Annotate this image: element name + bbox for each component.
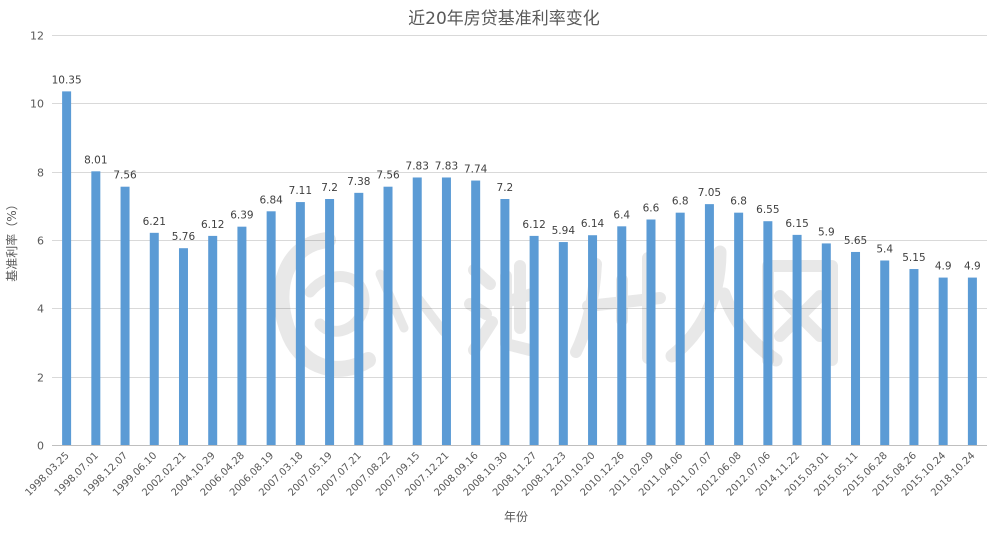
data-label: 7.74 — [464, 164, 488, 176]
data-label: 4.9 — [935, 261, 952, 273]
bar — [646, 219, 656, 445]
bar — [675, 212, 685, 445]
bar — [62, 91, 72, 446]
bar — [471, 180, 481, 446]
data-label: 5.94 — [552, 225, 576, 237]
y-tick-label: 10 — [30, 98, 44, 111]
bar — [178, 248, 188, 445]
data-label: 5.4 — [876, 244, 893, 256]
data-labels: 10.35 8.01 7.56 6.21 5.76 6.12 6.39 6.84 7.11 7.2… — [52, 74, 981, 272]
bars — [62, 91, 977, 446]
data-label: 7.2 — [321, 182, 338, 194]
watermark — [273, 232, 838, 377]
data-label: 6.84 — [259, 194, 283, 206]
bar — [91, 171, 101, 445]
data-label: 5.15 — [902, 252, 925, 264]
data-label: 4.9 — [964, 261, 981, 273]
bar — [967, 277, 977, 445]
data-label: 6.6 — [643, 203, 660, 215]
bar — [441, 177, 451, 446]
bar — [237, 226, 247, 445]
chart-title: 近20年房贷基准利率变化 — [408, 9, 600, 29]
bar — [529, 235, 539, 445]
bar — [558, 242, 568, 445]
bar — [412, 177, 422, 446]
y-tick-label: 2 — [37, 372, 44, 385]
bar — [938, 277, 948, 445]
data-label: 7.05 — [698, 187, 721, 199]
bar — [325, 199, 335, 445]
bar — [588, 235, 598, 445]
data-label: 10.35 — [52, 74, 82, 86]
bar — [880, 260, 890, 445]
bar — [821, 243, 831, 445]
data-label: 7.56 — [113, 170, 137, 182]
data-label: 6.8 — [730, 196, 747, 208]
bar — [266, 211, 276, 445]
bar — [295, 202, 305, 445]
data-label: 7.83 — [435, 160, 458, 172]
x-axis-category-labels: 1998.03.251998.07.011998.12.071999.06.10… — [23, 450, 977, 498]
bar — [734, 212, 744, 445]
data-label: 7.56 — [376, 170, 400, 182]
data-label: 7.11 — [289, 185, 312, 197]
bar — [909, 269, 919, 445]
y-tick-label: 6 — [37, 235, 44, 248]
bar — [120, 186, 130, 445]
x-axis-title: 年份 — [504, 510, 528, 524]
data-label: 7.38 — [347, 176, 370, 188]
bar — [763, 221, 773, 445]
y-axis-ticks: 0 2 4 6 8 10 12 — [30, 30, 44, 453]
bar — [500, 199, 510, 445]
data-label: 6.55 — [756, 204, 779, 216]
data-label: 5.76 — [172, 231, 196, 243]
data-label: 6.14 — [581, 218, 605, 230]
data-label: 6.4 — [613, 209, 630, 221]
bar — [617, 226, 627, 445]
data-label: 6.12 — [201, 219, 224, 231]
data-label: 7.2 — [497, 182, 514, 194]
data-label: 6.8 — [672, 196, 689, 208]
y-tick-label: 4 — [37, 303, 44, 316]
data-label: 7.83 — [406, 160, 429, 172]
data-label: 6.21 — [143, 216, 166, 228]
data-label: 8.01 — [84, 154, 107, 166]
y-axis-title: 基准利率（%） — [4, 198, 19, 281]
y-tick-label: 0 — [37, 440, 44, 453]
data-label: 5.65 — [844, 235, 867, 247]
y-tick-label: 8 — [37, 167, 44, 180]
bar — [383, 186, 393, 445]
bar — [792, 234, 802, 445]
bar — [208, 235, 218, 445]
bar — [149, 232, 159, 445]
bar — [354, 192, 364, 445]
bar — [704, 204, 714, 446]
data-label: 5.9 — [818, 226, 835, 238]
data-label: 6.12 — [522, 219, 545, 231]
bar — [851, 251, 861, 445]
data-label: 6.15 — [785, 218, 808, 230]
gridlines — [52, 35, 987, 378]
y-tick-label: 12 — [30, 30, 44, 43]
data-label: 6.39 — [230, 210, 253, 222]
